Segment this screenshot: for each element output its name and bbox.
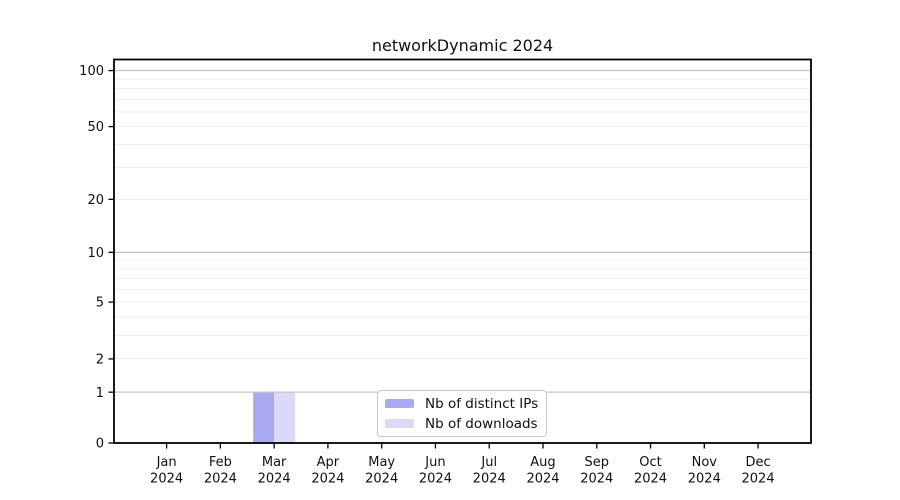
- x-tick-label-month: Mar: [262, 455, 287, 470]
- x-tick-label-month: Feb: [209, 455, 232, 470]
- legend-label-distinct-ips: Nb of distinct IPs: [425, 395, 539, 412]
- legend-swatch-distinct-ips: [385, 399, 414, 408]
- x-tick-label-month: Jan: [156, 455, 177, 470]
- y-tick-label: 10: [87, 246, 104, 261]
- x-tick-label-month: Jul: [480, 455, 497, 470]
- x-tick-label-year: 2024: [419, 472, 452, 487]
- x-tick-label-year: 2024: [204, 472, 237, 487]
- x-tick-label-year: 2024: [526, 472, 559, 487]
- legend-item-downloads: Nb of downloads: [385, 416, 546, 432]
- x-tick-label-month: Aug: [530, 455, 555, 470]
- x-tick-label-month: Sep: [585, 455, 610, 470]
- x-tick-label-year: 2024: [365, 472, 398, 487]
- x-tick-label-year: 2024: [634, 472, 667, 487]
- x-tick-label-year: 2024: [580, 472, 613, 487]
- chart-title: networkDynamic 2024: [371, 36, 554, 55]
- bar-downloads: [274, 392, 296, 443]
- legend: Nb of distinct IPs Nb of downloads: [377, 390, 547, 437]
- legend-label-downloads: Nb of downloads: [425, 415, 538, 432]
- x-tick-label-year: 2024: [473, 472, 506, 487]
- x-tick-label-year: 2024: [258, 472, 291, 487]
- x-tick-label-month: Oct: [639, 455, 661, 470]
- x-tick-label-month: Jun: [424, 455, 445, 470]
- legend-item-distinct-ips: Nb of distinct IPs: [385, 396, 546, 412]
- x-tick-label-year: 2024: [311, 472, 344, 487]
- y-tick-label: 50: [87, 120, 104, 135]
- x-tick-label-year: 2024: [150, 472, 183, 487]
- x-tick-label-month: Nov: [692, 455, 718, 470]
- x-tick-label-month: May: [368, 455, 395, 470]
- y-tick-label: 1: [96, 386, 104, 401]
- y-tick-label: 0: [96, 437, 104, 452]
- bar-distinct-ips: [253, 392, 275, 443]
- x-tick-label-month: Dec: [745, 455, 770, 470]
- x-tick-label-year: 2024: [688, 472, 721, 487]
- y-tick-label: 100: [79, 64, 104, 79]
- x-tick-label-month: Apr: [317, 455, 340, 470]
- plot-frame: [113, 58, 812, 444]
- y-tick-label: 5: [96, 296, 104, 311]
- x-tick-label-year: 2024: [742, 472, 775, 487]
- legend-swatch-downloads: [385, 419, 414, 428]
- y-tick-label: 2: [96, 353, 104, 368]
- y-tick-label: 20: [87, 193, 104, 208]
